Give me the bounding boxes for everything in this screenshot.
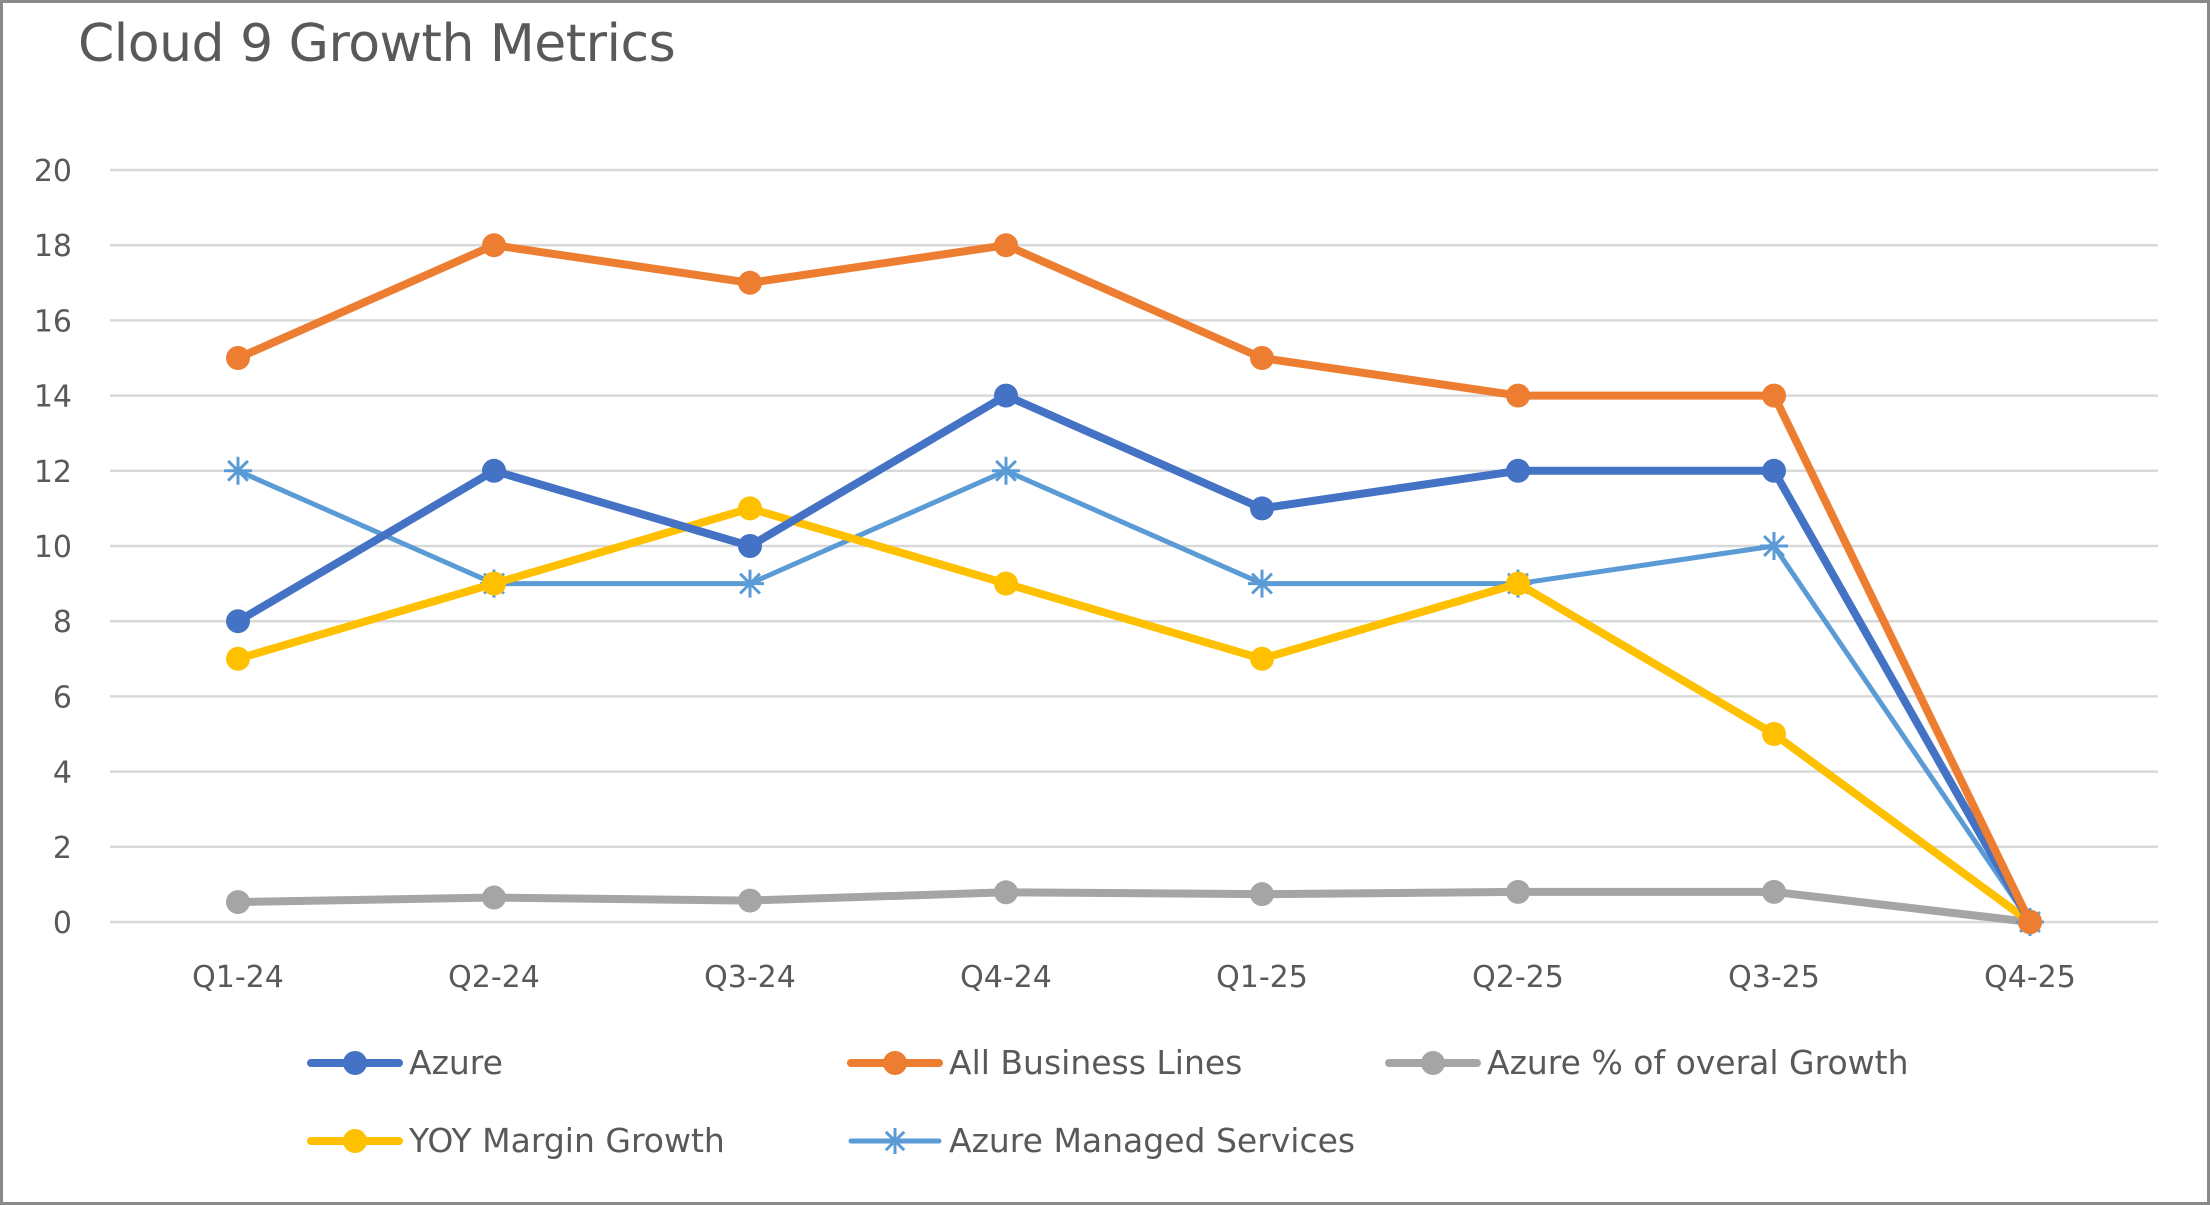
legend-marker	[883, 1050, 907, 1075]
y-tick-label: 14	[34, 380, 72, 415]
legend-item: YOY Margin Growth	[305, 1121, 725, 1160]
data-point-marker	[1506, 458, 1530, 483]
data-point-marker	[1762, 879, 1786, 904]
x-axis-ticks: Q1-24 Q2-24 Q3-24 Q4-24 Q1-25 Q2-25 Q3-25 Q4-25	[192, 960, 2076, 995]
data-point-marker	[2018, 910, 2042, 934]
legend-item: Azure Managed Services	[845, 1121, 1355, 1160]
data-point-marker	[994, 233, 1018, 258]
data-point-marker	[738, 270, 762, 295]
legend-swatch	[848, 1127, 942, 1154]
x-tick-label: Q2-25	[1472, 960, 1564, 995]
data-point-marker	[1506, 571, 1530, 596]
x-tick-label: Q1-24	[192, 960, 284, 995]
x-tick-label: Q4-24	[960, 960, 1052, 995]
data-point-marker	[224, 456, 252, 485]
y-tick-label: 0	[53, 906, 72, 941]
data-point-marker	[1250, 346, 1274, 370]
data-point-marker	[1250, 496, 1274, 521]
x-tick-label: Q2-24	[448, 960, 540, 995]
y-tick-label: 2	[53, 831, 72, 866]
series-line	[234, 504, 2034, 926]
y-tick-label: 20	[34, 154, 72, 189]
legend-item: Azure % of overal Growth	[1383, 1043, 1909, 1082]
data-point-marker	[994, 383, 1018, 408]
legend-label: YOY Margin Growth	[409, 1121, 725, 1160]
y-axis-ticks: 0 2 4 6 8 10 12 14 16 18 20	[34, 154, 72, 941]
y-tick-label: 8	[53, 605, 72, 640]
series-line	[235, 468, 2033, 925]
data-point-marker	[738, 496, 762, 521]
data-point-marker	[226, 346, 250, 370]
data-point-marker	[992, 456, 1020, 485]
legend-marker	[343, 1128, 367, 1153]
x-tick-label: Q1-25	[1216, 960, 1308, 995]
data-point-marker	[1248, 569, 1276, 598]
series-yoy-margin-growth	[226, 496, 2042, 934]
y-tick-label: 6	[53, 680, 72, 715]
legend-marker	[882, 1127, 908, 1154]
series-azure	[226, 383, 2042, 934]
y-tick-label: 4	[53, 756, 72, 791]
data-point-marker	[1506, 879, 1530, 904]
data-point-marker	[994, 571, 1018, 596]
data-point-marker	[1762, 722, 1786, 746]
data-point-marker	[736, 569, 764, 598]
chart-title: Cloud 9 Growth Metrics	[78, 14, 676, 74]
gridlines	[110, 168, 2158, 924]
data-point-marker	[1250, 646, 1274, 671]
legend-label: Azure % of overal Growth	[1487, 1043, 1909, 1082]
data-point-marker	[226, 609, 250, 634]
legend-item: All Business Lines	[845, 1043, 1242, 1082]
data-point-marker	[226, 646, 250, 671]
data-point-marker	[482, 233, 506, 258]
data-point-marker	[1760, 532, 1788, 560]
legend-label: Azure	[409, 1043, 503, 1082]
y-tick-label: 18	[34, 229, 72, 264]
y-tick-label: 10	[34, 530, 72, 565]
x-tick-label: Q4-25	[1984, 960, 2076, 995]
x-tick-label: Q3-25	[1728, 960, 1820, 995]
series-all-business-lines	[226, 233, 2042, 934]
data-point-marker	[482, 885, 506, 910]
legend-label: Azure Managed Services	[949, 1121, 1356, 1160]
series-group	[224, 233, 2044, 936]
data-point-marker	[226, 890, 250, 915]
data-point-marker	[482, 571, 506, 596]
legend-swatch	[307, 1050, 403, 1075]
y-tick-label: 12	[34, 455, 72, 490]
series-line	[234, 887, 2034, 926]
data-point-marker	[994, 880, 1018, 905]
legend-marker	[343, 1050, 367, 1075]
legend-swatch	[307, 1128, 403, 1153]
data-point-marker	[1762, 383, 1786, 408]
data-point-marker	[482, 458, 506, 483]
data-point-marker	[738, 534, 762, 558]
data-point-marker	[1506, 383, 1530, 408]
legend-swatch	[847, 1050, 943, 1075]
series-line	[234, 241, 2034, 926]
legend-label: All Business Lines	[949, 1043, 1243, 1082]
series-line	[234, 391, 2034, 926]
legend-swatch	[1385, 1050, 1481, 1075]
data-point-marker	[1250, 882, 1274, 907]
legend-marker	[1421, 1050, 1445, 1075]
series-azure-of-overal-growth	[226, 879, 2042, 934]
x-tick-label: Q3-24	[704, 960, 796, 995]
data-point-marker	[1762, 458, 1786, 483]
legend-item: Azure	[305, 1043, 503, 1082]
y-tick-label: 16	[34, 304, 72, 339]
data-point-marker	[738, 888, 762, 913]
